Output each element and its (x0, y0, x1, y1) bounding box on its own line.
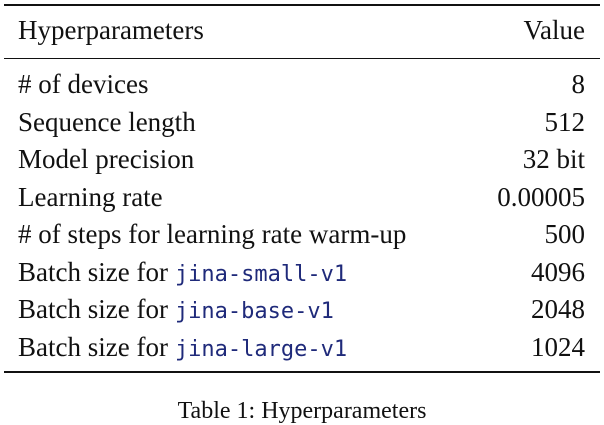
row-value: 8 (571, 69, 586, 99)
label-text: Sequence length (18, 106, 196, 137)
row-value: 512 (544, 106, 586, 137)
label-text: Batch size for (18, 256, 168, 287)
model-name: jina-small-v1 (174, 261, 348, 287)
table-row: Learning rate 0.00005 (18, 179, 585, 215)
row-label: Batch size for jina-large-v1 (18, 329, 347, 368)
row-label: # of devices (18, 66, 148, 102)
header-cell: Value (523, 15, 585, 45)
bottom-rule (4, 371, 600, 373)
row-label: # of steps for learning rate warm-up (18, 216, 406, 252)
table-row: Batch size for jina-large-v1 1024 (18, 329, 585, 365)
header-cell: Hyperparameters (18, 15, 204, 45)
caption: Table 1: Hyperparameters (177, 398, 427, 424)
table-row: Sequence length 512 (18, 104, 585, 140)
table-row: Batch size for jina-base-v1 2048 (18, 291, 585, 327)
label-text: Batch size for (18, 331, 168, 362)
table-row: # of devices 8 (18, 66, 585, 102)
table-row: Batch size for jina-small-v1 4096 (18, 254, 585, 290)
mid-rule (4, 58, 600, 59)
row-value: 1024 (531, 331, 585, 362)
label-text: # of steps for learning rate warm-up (18, 219, 407, 249)
row-label: Batch size for jina-base-v1 (18, 291, 334, 330)
label-text: # of devices (18, 69, 149, 99)
row-label: Sequence length (18, 104, 196, 140)
model-name: jina-large-v1 (174, 336, 348, 362)
model-name: jina-base-v1 (174, 299, 334, 324)
row-value: 0.00005 (497, 181, 585, 212)
top-rule (4, 4, 600, 6)
table-row: # of steps for learning rate warm-up 500 (18, 216, 585, 252)
row-value: 4096 (531, 256, 585, 287)
label-text: Learning rate (18, 181, 163, 212)
table-row: Model precision 32 bit (18, 141, 585, 177)
row-label: Model precision (18, 141, 194, 177)
row-value: 32 bit (522, 144, 585, 174)
row-value: 2048 (531, 294, 585, 324)
row-label: Batch size for jina-small-v1 (18, 254, 347, 293)
row-value: 500 (544, 219, 586, 249)
label-text: Batch size for (18, 294, 168, 324)
header-row: Hyperparameters Value (18, 12, 585, 48)
row-label: Learning rate (18, 179, 163, 215)
label-text: Model precision (18, 144, 195, 174)
